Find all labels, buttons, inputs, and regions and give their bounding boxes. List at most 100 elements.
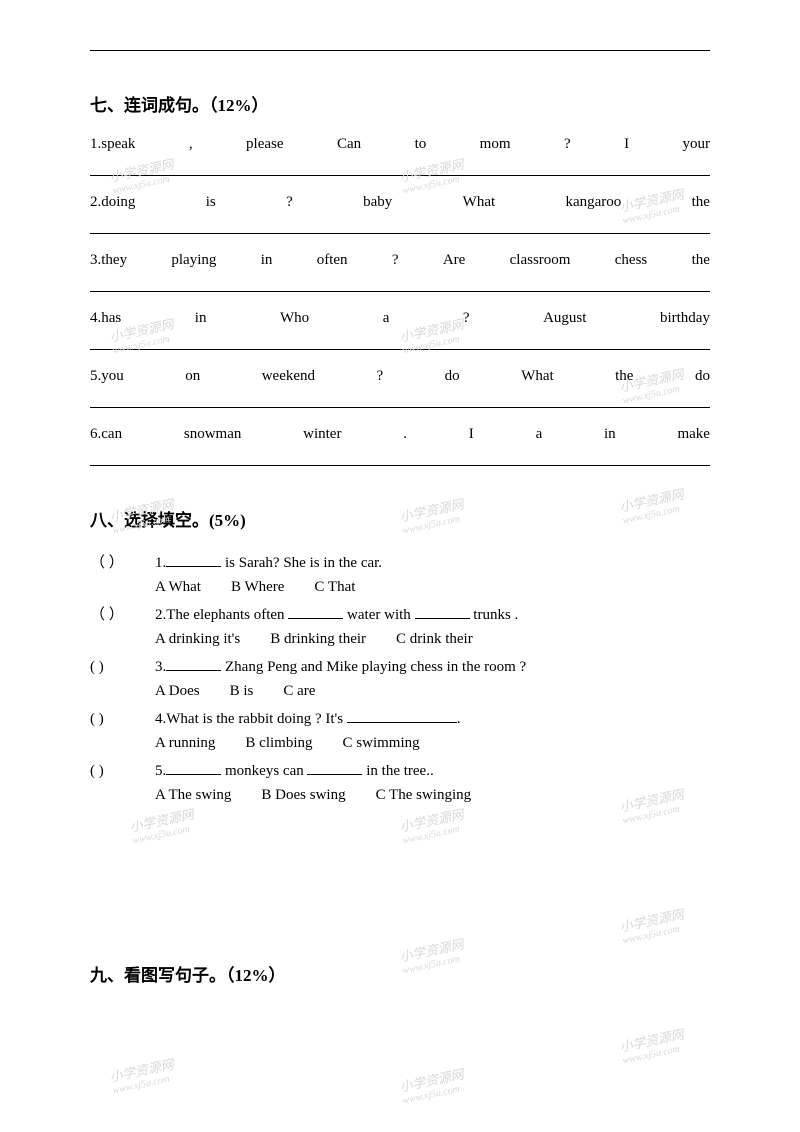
mc-options-row: A What B Where C That — [155, 575, 710, 599]
scramble-word: . — [403, 426, 407, 443]
mc-question-row: ( ) 3. Zhang Peng and Mike playing chess… — [90, 655, 710, 679]
scramble-word: in — [261, 252, 273, 269]
section7-title: 七、连词成句。（12%） — [90, 91, 710, 116]
mc-options-row: A Does B is C are — [155, 679, 710, 703]
question-stem: 4.What is the rabbit doing ? It's . — [155, 707, 710, 731]
mc-option[interactable]: B is — [230, 679, 254, 703]
scramble-word: ? — [564, 136, 571, 153]
scramble-word: to — [415, 136, 427, 153]
answer-blank-line[interactable] — [90, 331, 710, 350]
scramble-word: Who — [280, 310, 309, 327]
scramble-word: I — [469, 426, 474, 443]
mc-option[interactable]: A running — [155, 731, 215, 755]
scramble-word: What — [521, 368, 553, 385]
scramble-word: I — [624, 136, 629, 153]
mc-option[interactable]: B climbing — [245, 731, 312, 755]
mc-option[interactable]: A The swing — [155, 783, 231, 807]
spacer — [90, 811, 710, 931]
scramble-word: mom — [480, 136, 511, 153]
scramble-word: your — [683, 136, 711, 153]
scramble-word: 4.has — [90, 310, 121, 327]
mc-option[interactable]: C That — [314, 575, 355, 599]
answer-paren[interactable]: （ ） — [90, 603, 155, 627]
word-scramble-row: 6.cansnowmanwinter.Iainmake — [90, 426, 710, 443]
mc-option[interactable]: C The swinging — [376, 783, 472, 807]
scramble-word: 5.you — [90, 368, 124, 385]
scramble-word: a — [383, 310, 390, 327]
scramble-word: , — [189, 136, 193, 153]
scramble-word: Can — [337, 136, 361, 153]
scramble-word: ? — [286, 194, 293, 211]
section7-body: 1.speak, please Can to mom? Iyour 2.doing is? ba… — [90, 136, 710, 466]
answer-paren[interactable]: ( ) — [90, 707, 155, 731]
scramble-word: 2.doing — [90, 194, 135, 211]
question-stem: 5. monkeys can in the tree.. — [155, 759, 710, 783]
answer-blank-line[interactable] — [90, 447, 710, 466]
scramble-word: make — [677, 426, 709, 443]
mc-option[interactable]: A What — [155, 575, 201, 599]
watermark-icon: 小学资源网www.xj5u.com — [398, 1064, 468, 1107]
scramble-word: do — [695, 368, 710, 385]
scramble-word: Are — [443, 252, 466, 269]
scramble-word: 1.speak — [90, 136, 135, 153]
mc-option[interactable]: C are — [283, 679, 315, 703]
mc-option[interactable]: C drink their — [396, 627, 473, 651]
scramble-word: What — [463, 194, 495, 211]
mc-option[interactable]: A drinking it's — [155, 627, 240, 651]
scramble-word: weekend — [262, 368, 315, 385]
answer-paren[interactable]: ( ) — [90, 759, 155, 783]
word-scramble-row: 5.youonweekend?doWhatthedo — [90, 368, 710, 385]
scramble-word: baby — [363, 194, 392, 211]
word-scramble-row: 4.has in Who a? August birthday — [90, 310, 710, 327]
question-stem: 3. Zhang Peng and Mike playing chess in … — [155, 655, 710, 679]
mc-question-row: ( ) 5. monkeys can in the tree.. — [90, 759, 710, 783]
scramble-word: please — [246, 136, 283, 153]
scramble-word: 3.they — [90, 252, 127, 269]
scramble-word: chess — [615, 252, 648, 269]
scramble-word: ? — [392, 252, 399, 269]
scramble-word: winter — [303, 426, 341, 443]
answer-blank-line[interactable] — [90, 157, 710, 176]
section8-body: （ ）1. is Sarah? She is in the car.A What… — [90, 551, 710, 807]
scramble-word: do — [445, 368, 460, 385]
mc-options-row: A running B climbing C swimming — [155, 731, 710, 755]
question-stem: 2.The elephants often water with trunks … — [155, 603, 710, 627]
answer-paren[interactable]: ( ) — [90, 655, 155, 679]
section8-title: 八、选择填空。(5%) — [90, 506, 710, 531]
mc-question-row: （ ）2.The elephants often water with trun… — [90, 603, 710, 627]
answer-blank-line[interactable] — [90, 389, 710, 408]
scramble-word: the — [692, 252, 710, 269]
mc-option[interactable]: A Does — [155, 679, 200, 703]
answer-paren[interactable]: （ ） — [90, 551, 155, 575]
scramble-word: snowman — [184, 426, 242, 443]
question-stem: 1. is Sarah? She is in the car. — [155, 551, 710, 575]
watermark-icon: 小学资源网www.xj5u.com — [108, 1054, 178, 1097]
scramble-word: playing — [171, 252, 216, 269]
scramble-word: is — [206, 194, 216, 211]
mc-question-row: （ ）1. is Sarah? She is in the car. — [90, 551, 710, 575]
scramble-word: ? — [377, 368, 384, 385]
mc-option[interactable]: B Does swing — [261, 783, 345, 807]
mc-options-row: A drinking it's B drinking their C drink t… — [155, 627, 710, 651]
top-horizontal-rule — [90, 50, 710, 51]
scramble-word: in — [604, 426, 616, 443]
mc-option[interactable]: B Where — [231, 575, 284, 599]
scramble-word: ? — [463, 310, 470, 327]
scramble-word: classroom — [510, 252, 571, 269]
answer-blank-line[interactable] — [90, 273, 710, 292]
scramble-word: kangaroo — [565, 194, 621, 211]
scramble-word: August — [543, 310, 586, 327]
section9-title: 九、看图写句子。（12%） — [90, 961, 710, 986]
scramble-word: on — [185, 368, 200, 385]
mc-option[interactable]: B drinking their — [270, 627, 366, 651]
scramble-word: in — [195, 310, 207, 327]
answer-blank-line[interactable] — [90, 215, 710, 234]
worksheet-page: 七、连词成句。（12%） 1.speak, please Can to mom? Iyou… — [0, 0, 800, 1066]
mc-options-row: A The swing B Does swing C The swinging — [155, 783, 710, 807]
word-scramble-row: 2.doingis?babyWhatkangaroothe — [90, 194, 710, 211]
word-scramble-row: 1.speak, please Can to mom? Iyour — [90, 136, 710, 153]
mc-option[interactable]: C swimming — [343, 731, 420, 755]
scramble-word: birthday — [660, 310, 710, 327]
scramble-word: a — [536, 426, 543, 443]
watermark-icon: 小学资源网www.xj5u.com — [618, 1024, 688, 1067]
